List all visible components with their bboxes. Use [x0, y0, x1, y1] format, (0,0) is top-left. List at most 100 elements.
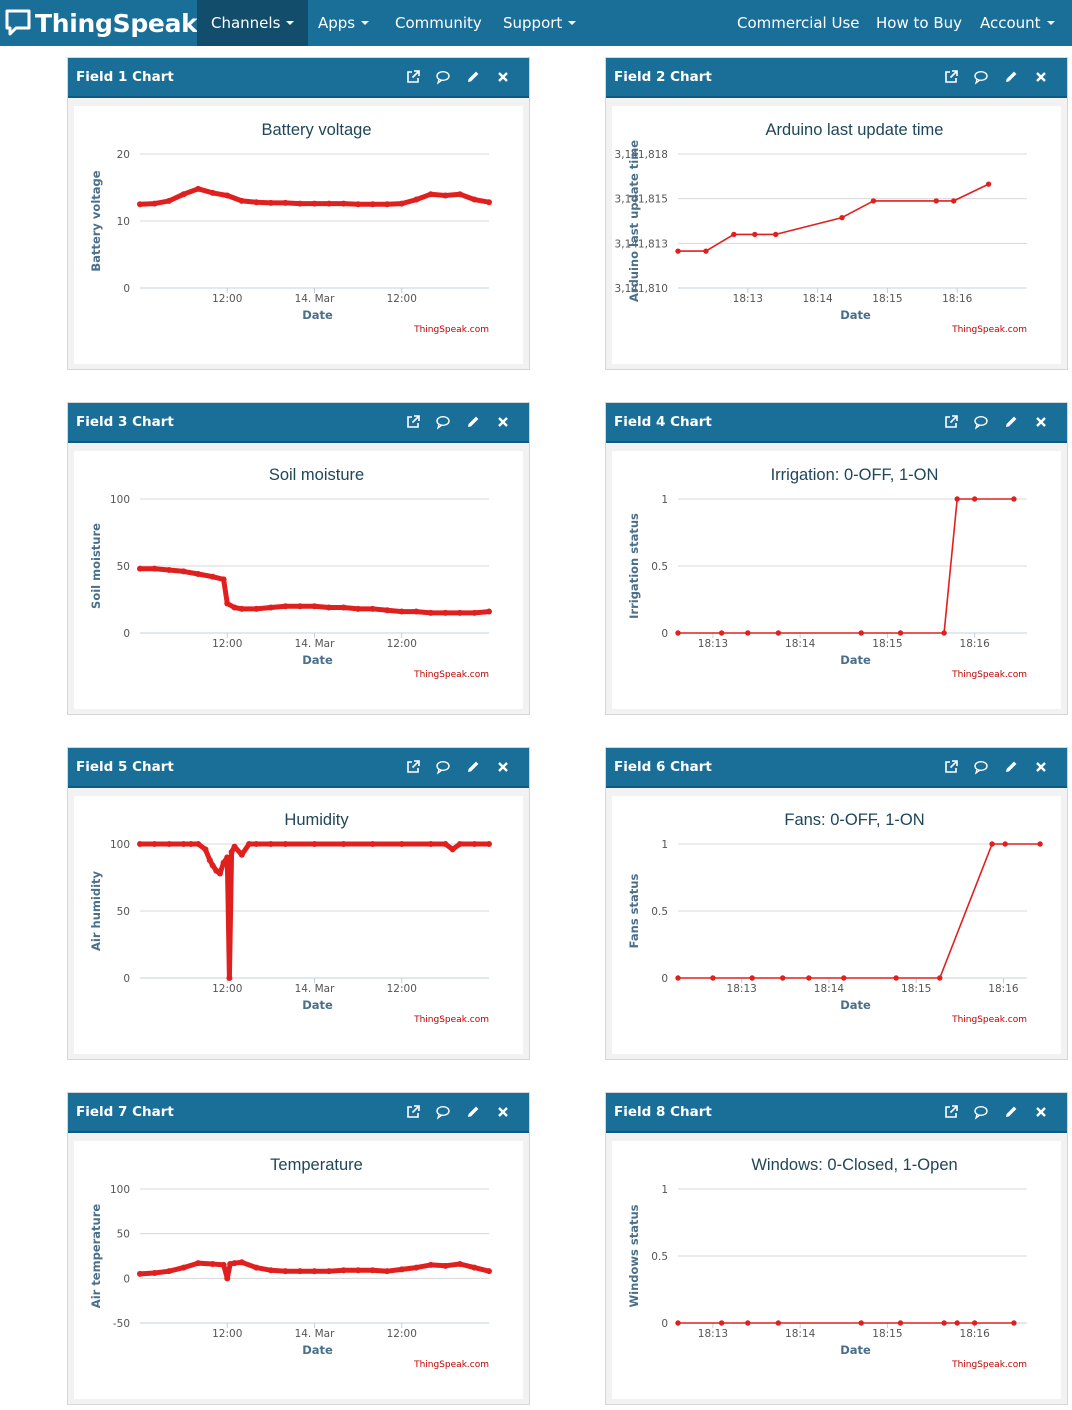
data-point[interactable]: [897, 630, 904, 636]
data-point[interactable]: [398, 200, 405, 207]
close-icon[interactable]: [1033, 1104, 1049, 1120]
pencil-icon[interactable]: [1003, 1104, 1019, 1120]
data-point[interactable]: [471, 1264, 478, 1271]
nav-support-dropdown[interactable]: Support: [503, 0, 577, 46]
data-point[interactable]: [780, 975, 786, 981]
data-point[interactable]: [398, 1266, 405, 1273]
data-point[interactable]: [282, 199, 289, 206]
data-point[interactable]: [456, 609, 463, 616]
data-point[interactable]: [220, 859, 227, 866]
thingspeak-credit-link[interactable]: ThingSpeak.com: [951, 325, 1027, 335]
thingspeak-credit-link[interactable]: ThingSpeak.com: [951, 1015, 1027, 1025]
external-link-icon[interactable]: [943, 414, 959, 430]
close-icon[interactable]: [495, 759, 511, 775]
pencil-icon[interactable]: [465, 759, 481, 775]
data-point[interactable]: [311, 1268, 318, 1275]
data-point[interactable]: [486, 608, 492, 615]
data-point[interactable]: [180, 191, 187, 198]
data-point[interactable]: [1002, 841, 1008, 847]
comment-icon[interactable]: [435, 414, 451, 430]
data-point[interactable]: [413, 1264, 420, 1271]
close-icon[interactable]: [1033, 759, 1049, 775]
pencil-icon[interactable]: [1003, 414, 1019, 430]
data-point[interactable]: [675, 630, 681, 636]
data-point[interactable]: [775, 630, 782, 636]
data-point[interactable]: [267, 1267, 274, 1274]
data-point[interactable]: [282, 603, 289, 610]
data-point[interactable]: [745, 630, 751, 636]
data-point[interactable]: [326, 1268, 333, 1275]
close-icon[interactable]: [1033, 414, 1049, 430]
nav-community-link[interactable]: Community: [395, 0, 482, 46]
pencil-icon[interactable]: [1003, 69, 1019, 85]
data-point[interactable]: [137, 565, 143, 572]
data-point[interactable]: [206, 857, 213, 864]
thingspeak-credit-link[interactable]: ThingSpeak.com: [951, 1360, 1027, 1370]
data-point[interactable]: [195, 185, 202, 192]
data-point[interactable]: [954, 496, 960, 502]
data-point[interactable]: [253, 199, 260, 206]
data-point[interactable]: [224, 192, 231, 199]
data-point[interactable]: [355, 201, 362, 208]
data-point[interactable]: [340, 1267, 347, 1274]
data-point[interactable]: [311, 841, 318, 847]
external-link-icon[interactable]: [943, 69, 959, 85]
data-point[interactable]: [151, 565, 158, 572]
external-link-icon[interactable]: [405, 69, 421, 85]
data-point[interactable]: [238, 851, 245, 858]
data-point[interactable]: [137, 841, 143, 847]
data-point[interactable]: [471, 609, 478, 616]
data-point[interactable]: [267, 841, 274, 847]
data-point[interactable]: [703, 248, 709, 254]
comment-icon[interactable]: [435, 1104, 451, 1120]
data-point[interactable]: [858, 1320, 864, 1326]
data-point[interactable]: [449, 846, 456, 853]
data-point[interactable]: [209, 862, 216, 869]
data-point[interactable]: [893, 975, 899, 981]
data-point[interactable]: [267, 199, 274, 206]
data-point[interactable]: [340, 604, 347, 611]
data-point[interactable]: [1037, 841, 1043, 847]
data-point[interactable]: [442, 192, 449, 199]
data-point[interactable]: [456, 1261, 463, 1268]
data-point[interactable]: [745, 1320, 751, 1326]
data-point[interactable]: [151, 1269, 158, 1276]
data-point[interactable]: [369, 605, 376, 612]
data-point[interactable]: [216, 870, 223, 877]
nav-how-to-buy-link[interactable]: How to Buy: [876, 0, 962, 46]
data-point[interactable]: [228, 849, 235, 856]
pencil-icon[interactable]: [465, 69, 481, 85]
external-link-icon[interactable]: [405, 759, 421, 775]
data-point[interactable]: [296, 1268, 303, 1275]
data-point[interactable]: [486, 1268, 492, 1275]
data-point[interactable]: [384, 1268, 391, 1275]
data-point[interactable]: [1011, 1320, 1017, 1326]
data-point[interactable]: [209, 189, 216, 196]
data-point[interactable]: [752, 231, 758, 238]
data-point[interactable]: [326, 200, 333, 207]
data-point[interactable]: [296, 200, 303, 207]
pencil-icon[interactable]: [465, 1104, 481, 1120]
external-link-icon[interactable]: [943, 759, 959, 775]
nav-commercial-use-link[interactable]: Commercial Use: [737, 0, 860, 46]
data-point[interactable]: [253, 605, 260, 612]
data-point[interactable]: [442, 1262, 449, 1269]
data-point[interactable]: [731, 231, 737, 238]
data-point[interactable]: [427, 191, 434, 198]
data-point[interactable]: [282, 841, 289, 847]
data-point[interactable]: [137, 201, 143, 208]
data-point[interactable]: [151, 200, 158, 207]
data-point[interactable]: [202, 846, 209, 853]
data-point[interactable]: [413, 196, 420, 203]
thingspeak-credit-link[interactable]: ThingSpeak.com: [951, 670, 1027, 680]
data-point[interactable]: [718, 1320, 725, 1326]
data-point[interactable]: [456, 841, 463, 847]
data-point[interactable]: [806, 975, 812, 981]
comment-icon[interactable]: [973, 759, 989, 775]
data-point[interactable]: [870, 198, 877, 204]
data-point[interactable]: [166, 1268, 173, 1275]
data-point[interactable]: [166, 197, 173, 204]
data-point[interactable]: [231, 604, 238, 611]
data-point[interactable]: [989, 841, 995, 847]
data-point[interactable]: [897, 1320, 904, 1326]
